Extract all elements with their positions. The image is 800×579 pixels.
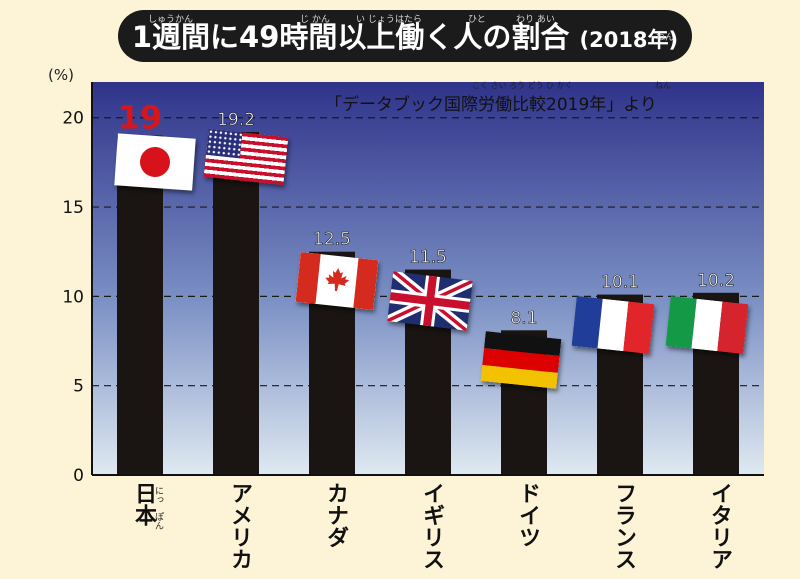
japan-ruby-0: にっ — [153, 486, 163, 504]
value-label-4: 8.1 — [510, 308, 537, 328]
japan-flag — [114, 133, 196, 191]
category-label-3: イギリス — [419, 482, 444, 570]
italy-flag — [665, 296, 749, 354]
uk-flag — [387, 271, 473, 331]
y-axis-unit: (%) — [48, 66, 74, 84]
usa-flag — [203, 128, 289, 186]
value-label-2: 12.5 — [313, 230, 351, 250]
ruby-ijou: い じょう — [356, 15, 395, 25]
ruby-wariai: わり あい — [516, 15, 555, 25]
chart-title-year: (2018年) — [579, 28, 679, 52]
y-ticks: 0 5 10 15 20 — [62, 109, 84, 486]
value-label-6: 10.2 — [697, 271, 735, 291]
source-note: 「データブック国際労働比較2019年」より — [325, 95, 657, 115]
category-label-6: イタリア — [707, 482, 732, 570]
chart-title: 1週間に49時間以上働く人の割合 (2018年) — [132, 14, 678, 56]
germany-flag — [480, 331, 562, 389]
ruby-shuukan: しゅうかん — [148, 15, 194, 25]
category-label-0: 日本 — [131, 482, 156, 526]
category-label-4: ドイツ — [515, 482, 540, 548]
bar-1 — [213, 132, 259, 475]
category-label-5: フランス — [611, 482, 636, 570]
y-tick-label-5: 5 — [73, 377, 84, 397]
value-label-3: 11.5 — [409, 248, 447, 268]
y-tick-label-0: 0 — [73, 466, 84, 486]
category-label-1: アメリカ — [227, 482, 252, 570]
ruby-nen: ねん — [656, 33, 675, 43]
bar-0 — [117, 135, 163, 475]
y-tick-label-20: 20 — [62, 109, 84, 129]
value-labels: 19 19.2 12.5 11.5 8.1 10.1 10.2 — [118, 99, 735, 329]
source-ruby-kokusai: こく さい ろう どう ひ かく — [472, 81, 573, 90]
canada-flag — [295, 252, 379, 310]
ruby-hito: ひと — [468, 15, 486, 25]
union-jack-icon — [387, 271, 473, 331]
y-tick-label-15: 15 — [62, 198, 84, 218]
value-label-5: 10.1 — [601, 273, 639, 293]
category-label-2: カナダ — [323, 482, 348, 548]
chart-title-main: 1週間に49時間以上働く人の割合 — [131, 20, 570, 54]
chart-title-bar: 1週間に49時間以上働く人の割合 (2018年) — [118, 10, 692, 62]
value-label-1: 19.2 — [217, 110, 255, 130]
ruby-jikan: じ かん — [300, 15, 330, 25]
japan-ruby-1: ぽん — [153, 512, 163, 530]
source-ruby-nen: ねん — [655, 81, 671, 90]
france-flag — [571, 296, 655, 354]
value-label-0: 19 — [118, 99, 163, 137]
y-tick-label-10: 10 — [62, 287, 84, 307]
ruby-hataraku: はたら — [395, 15, 422, 25]
maple-leaf-icon — [325, 268, 350, 292]
